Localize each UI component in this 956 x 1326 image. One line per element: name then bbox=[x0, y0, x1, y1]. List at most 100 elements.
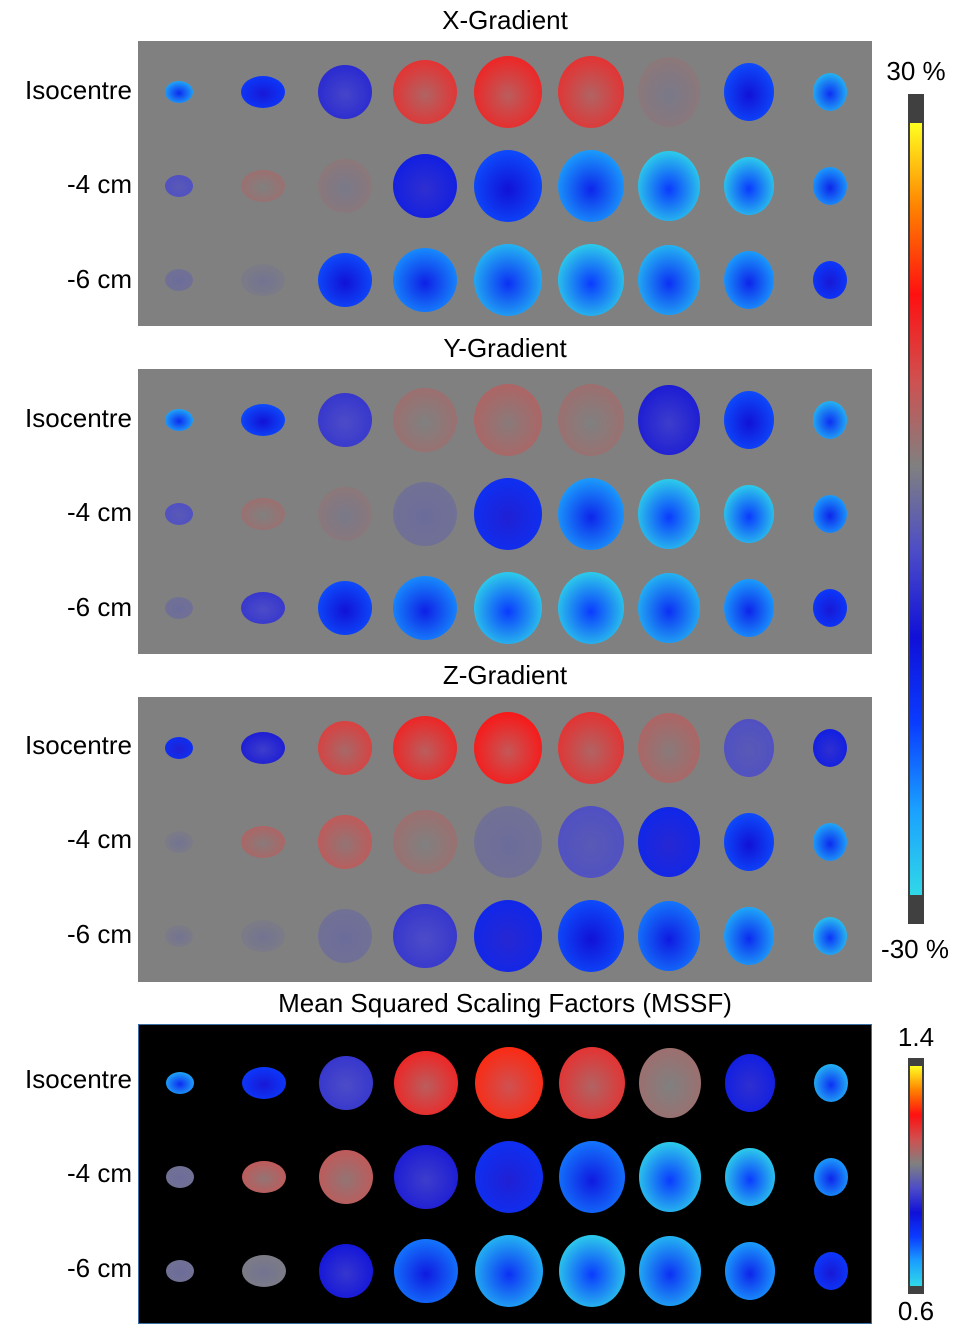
row-label: -4 cm bbox=[67, 169, 132, 199]
brain-slice bbox=[558, 244, 624, 316]
brain-slice bbox=[241, 264, 285, 296]
brain-slice bbox=[724, 813, 774, 871]
brain-slice bbox=[638, 479, 700, 549]
brain-slice bbox=[318, 815, 372, 869]
panel-title-mssf: Mean Squared Scaling Factors (MSSF) bbox=[278, 988, 732, 1018]
brain-slice bbox=[166, 1260, 194, 1282]
brain-slice bbox=[638, 807, 700, 877]
brain-slice bbox=[241, 732, 285, 764]
brain-slice bbox=[558, 712, 624, 784]
brain-slice bbox=[474, 244, 542, 316]
brain-slice bbox=[638, 713, 700, 783]
brain-slice bbox=[165, 409, 193, 431]
brain-slice bbox=[166, 1072, 194, 1094]
brain-slice bbox=[474, 572, 542, 644]
brain-slice bbox=[559, 1141, 625, 1213]
brain-slice bbox=[475, 1141, 543, 1213]
brain-slice bbox=[813, 73, 847, 111]
row-label: -6 cm bbox=[67, 919, 132, 949]
brain-slice bbox=[474, 384, 542, 456]
brain-slice bbox=[394, 1145, 458, 1209]
brain-slice bbox=[319, 1244, 373, 1298]
row-label: -4 cm bbox=[67, 497, 132, 527]
row-label: -4 cm bbox=[67, 1158, 132, 1188]
brain-slice bbox=[725, 1054, 775, 1112]
panel-x-gradient bbox=[138, 41, 872, 326]
brain-slice bbox=[165, 831, 193, 853]
brain-slice bbox=[558, 150, 624, 222]
slice-grid-x bbox=[138, 41, 872, 326]
brain-slice bbox=[241, 170, 285, 202]
row-label: Isocentre bbox=[25, 75, 132, 105]
brain-slice bbox=[393, 810, 457, 874]
brain-slice bbox=[319, 1150, 373, 1204]
brain-slice bbox=[318, 65, 372, 119]
brain-slice bbox=[813, 729, 847, 767]
brain-slice bbox=[724, 719, 774, 777]
brain-slice bbox=[474, 900, 542, 972]
brain-slice bbox=[393, 576, 457, 640]
brain-slice bbox=[558, 384, 624, 456]
brain-slice bbox=[638, 57, 700, 127]
panel-z-gradient bbox=[138, 697, 872, 982]
colorbar-gradient bbox=[910, 123, 922, 895]
brain-slice bbox=[724, 391, 774, 449]
brain-slice bbox=[639, 1236, 701, 1306]
brain-slice bbox=[725, 1242, 775, 1300]
brain-slice bbox=[241, 920, 285, 952]
brain-slice bbox=[393, 904, 457, 968]
panel-title-z: Z-Gradient bbox=[442, 660, 568, 690]
brain-slice bbox=[241, 498, 285, 530]
brain-slice bbox=[393, 248, 457, 312]
panel-y-gradient bbox=[138, 369, 872, 654]
brain-slice bbox=[393, 716, 457, 780]
slice-grid-z bbox=[138, 697, 872, 982]
brain-slice bbox=[242, 1067, 286, 1099]
brain-slice bbox=[165, 737, 193, 759]
brain-slice bbox=[241, 404, 285, 436]
brain-slice bbox=[724, 907, 774, 965]
panel-mssf bbox=[138, 1024, 872, 1324]
brain-slice bbox=[558, 900, 624, 972]
row-label: Isocentre bbox=[25, 403, 132, 433]
brain-slice bbox=[241, 76, 285, 108]
brain-slice bbox=[813, 823, 847, 861]
brain-slice bbox=[558, 572, 624, 644]
slice-grid-mssf bbox=[139, 1025, 871, 1323]
colorbar-mssf bbox=[908, 1058, 924, 1294]
brain-slice bbox=[393, 60, 457, 124]
colorbar-gradient bbox=[910, 1066, 922, 1286]
brain-slice bbox=[319, 1056, 373, 1110]
brain-slice bbox=[814, 1252, 848, 1290]
colorbar-max-label: 30 % bbox=[886, 56, 946, 86]
brain-slice bbox=[318, 909, 372, 963]
brain-slice bbox=[318, 581, 372, 635]
brain-slice bbox=[318, 487, 372, 541]
brain-slice bbox=[318, 721, 372, 775]
colorbar-min-label: 0.6 bbox=[897, 1296, 935, 1326]
brain-slice bbox=[724, 579, 774, 637]
panel-title-x: X-Gradient bbox=[442, 5, 568, 35]
brain-slice bbox=[242, 1161, 286, 1193]
brain-slice bbox=[165, 269, 193, 291]
brain-slice bbox=[474, 150, 542, 222]
brain-slice bbox=[318, 159, 372, 213]
brain-slice bbox=[814, 1064, 848, 1102]
brain-slice bbox=[241, 826, 285, 858]
brain-slice bbox=[558, 478, 624, 550]
brain-slice bbox=[639, 1048, 701, 1118]
brain-slice bbox=[165, 503, 193, 525]
brain-slice bbox=[394, 1051, 458, 1115]
row-label: Isocentre bbox=[25, 1064, 132, 1094]
brain-slice bbox=[638, 245, 700, 315]
brain-slice bbox=[474, 712, 542, 784]
brain-slice bbox=[165, 597, 193, 619]
brain-slice bbox=[393, 154, 457, 218]
brain-slice bbox=[242, 1255, 286, 1287]
brain-slice bbox=[639, 1142, 701, 1212]
row-label: -6 cm bbox=[67, 1253, 132, 1283]
brain-slice bbox=[475, 1047, 543, 1119]
brain-slice bbox=[559, 1047, 625, 1119]
brain-slice bbox=[724, 63, 774, 121]
brain-slice bbox=[813, 495, 847, 533]
